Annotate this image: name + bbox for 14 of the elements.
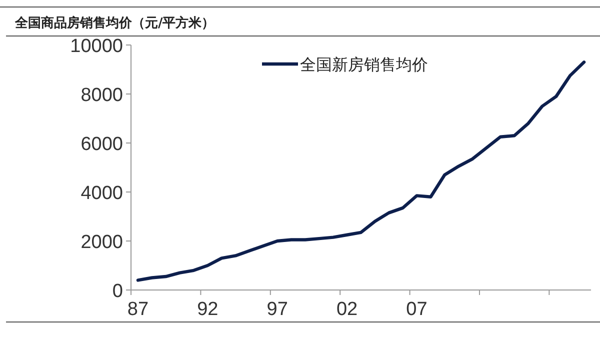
x-tick-label: 87 [127, 299, 149, 320]
x-tick-label: 97 [266, 299, 288, 320]
y-tick-label: 10000 [70, 36, 123, 57]
y-tick-label: 8000 [80, 85, 123, 106]
x-tick-label: 92 [197, 299, 218, 320]
y-tick-label: 4000 [80, 183, 123, 204]
x-tick-label: 07 [406, 299, 428, 320]
y-tick-label: 0 [112, 281, 123, 302]
y-tick-label: 2000 [80, 232, 123, 253]
legend-label: 全国新房销售均价 [300, 55, 428, 74]
chart-title: 全国商品房销售均价（元/平方米） [14, 15, 215, 31]
y-tick-label: 6000 [80, 134, 123, 155]
legend: 全国新房销售均价 [262, 55, 428, 74]
x-tick-label: 02 [336, 299, 358, 320]
